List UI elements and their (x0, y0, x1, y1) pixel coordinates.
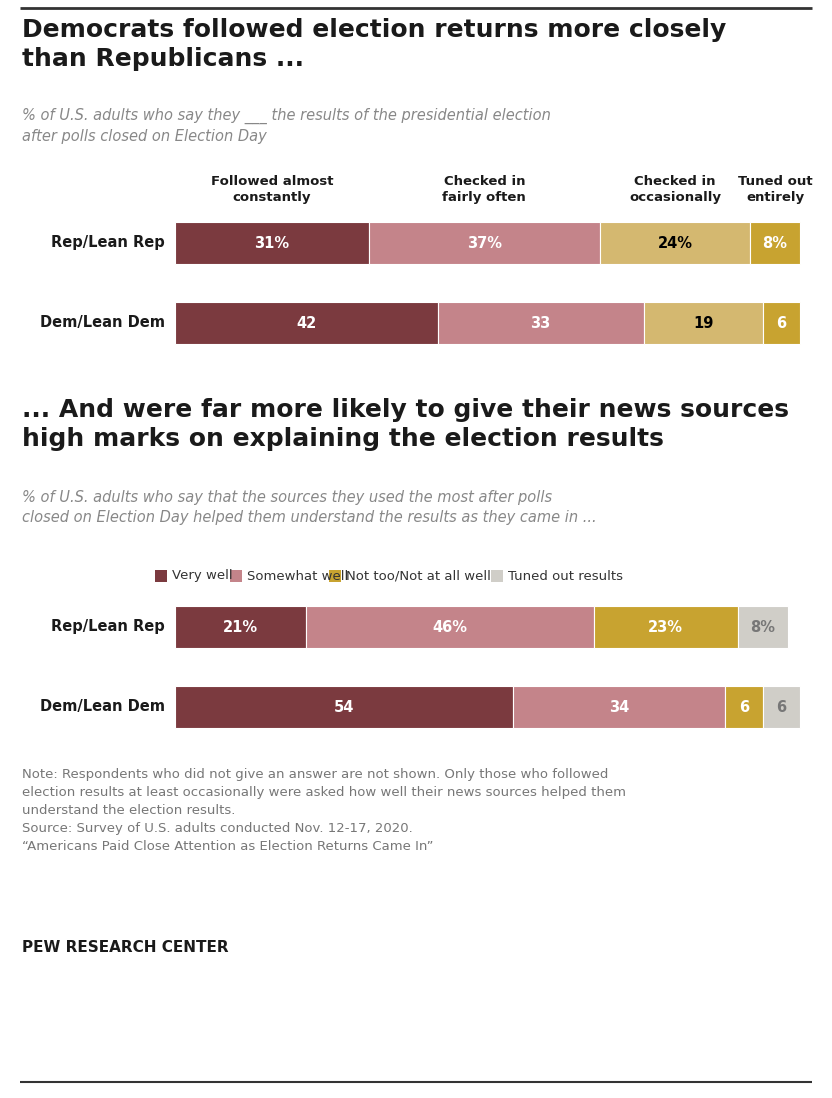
Text: Tuned out
entirely: Tuned out entirely (738, 175, 812, 204)
Bar (750, 222, 800, 264)
Bar (175, 222, 369, 264)
Text: 37%: 37% (467, 235, 502, 250)
Text: Followed almost
constantly: Followed almost constantly (210, 175, 333, 204)
Text: 46%: 46% (433, 619, 468, 635)
Text: understand the election results.: understand the election results. (22, 804, 235, 817)
Text: Checked in
occasionally: Checked in occasionally (629, 175, 721, 204)
Text: Rep/Lean Rep: Rep/Lean Rep (52, 235, 165, 250)
Text: % of U.S. adults who say that the sources they used the most after polls
closed : % of U.S. adults who say that the source… (22, 490, 597, 525)
Bar (369, 222, 600, 264)
Text: Very well: Very well (172, 570, 233, 583)
Text: 6: 6 (776, 315, 786, 330)
Text: 33: 33 (531, 315, 551, 330)
Bar (329, 570, 341, 582)
Text: 6: 6 (776, 699, 786, 715)
Text: Democrats followed election returns more closely
than Republicans ...: Democrats followed election returns more… (22, 18, 726, 70)
Text: PEW RESEARCH CENTER: PEW RESEARCH CENTER (22, 940, 229, 955)
Text: Checked in
fairly often: Checked in fairly often (443, 175, 527, 204)
Text: Source: Survey of U.S. adults conducted Nov. 12-17, 2020.: Source: Survey of U.S. adults conducted … (22, 822, 413, 834)
Text: Not too/Not at all well: Not too/Not at all well (346, 570, 491, 583)
Text: Dem/Lean Dem: Dem/Lean Dem (40, 315, 165, 330)
Bar (600, 222, 750, 264)
Bar (175, 686, 513, 728)
Text: Note: Respondents who did not give an answer are not shown. Only those who follo: Note: Respondents who did not give an an… (22, 768, 608, 781)
Bar (306, 606, 594, 648)
Text: Tuned out results: Tuned out results (508, 570, 623, 583)
Text: Somewhat well: Somewhat well (247, 570, 348, 583)
Bar (175, 606, 306, 648)
Bar (725, 686, 762, 728)
Text: Dem/Lean Dem: Dem/Lean Dem (40, 699, 165, 715)
Text: 23%: 23% (648, 619, 683, 635)
Bar (644, 302, 762, 344)
Text: 6: 6 (739, 699, 749, 715)
Bar (762, 302, 800, 344)
Text: 21%: 21% (223, 619, 258, 635)
Bar (762, 686, 800, 728)
Text: 8%: 8% (750, 619, 775, 635)
Text: 42: 42 (296, 315, 316, 330)
Text: election results at least occasionally were asked how well their news sources he: election results at least occasionally w… (22, 786, 626, 799)
Text: ... And were far more likely to give their news sources
high marks on explaining: ... And were far more likely to give the… (22, 397, 789, 451)
Text: 34: 34 (609, 699, 629, 715)
Bar (594, 606, 737, 648)
Text: % of U.S. adults who say they ___ the results of the presidential election
after: % of U.S. adults who say they ___ the re… (22, 108, 551, 144)
Bar (230, 570, 242, 582)
Text: Rep/Lean Rep: Rep/Lean Rep (52, 619, 165, 635)
Bar (175, 302, 438, 344)
Bar (155, 570, 167, 582)
Text: 31%: 31% (255, 235, 290, 250)
Bar (513, 686, 725, 728)
Bar (737, 606, 788, 648)
Bar (438, 302, 644, 344)
Text: 8%: 8% (762, 235, 788, 250)
Text: “Americans Paid Close Attention as Election Returns Came In”: “Americans Paid Close Attention as Elect… (22, 840, 433, 853)
Text: 24%: 24% (657, 235, 692, 250)
Bar (491, 570, 503, 582)
Text: 19: 19 (693, 315, 713, 330)
Text: 54: 54 (334, 699, 354, 715)
